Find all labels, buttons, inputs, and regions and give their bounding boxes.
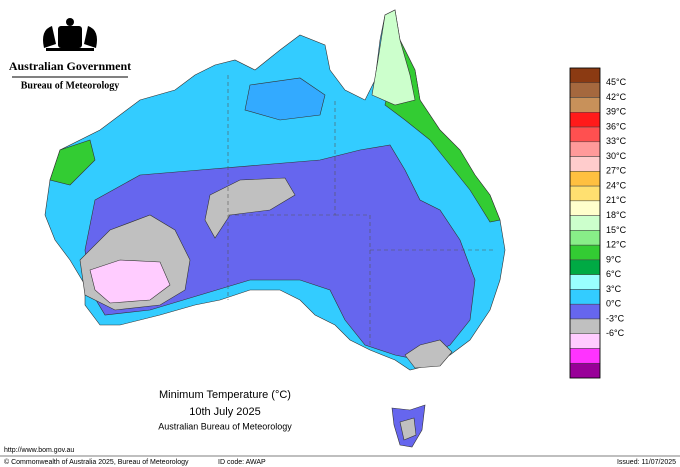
legend-label: 3°C: [606, 284, 622, 294]
legend-swatch: [569, 215, 601, 231]
legend-swatch: [569, 97, 601, 113]
legend-label: 30°C: [606, 151, 627, 161]
central-grey: [204, 177, 296, 239]
alps-grey: [404, 339, 453, 369]
legend-swatch: [569, 126, 601, 143]
cape-york: [371, 9, 416, 106]
legend-label: 45°C: [606, 77, 627, 87]
legend-swatch: [569, 230, 601, 246]
legend-swatch: [569, 333, 601, 349]
footer-url: http://www.bom.gov.au: [4, 447, 74, 454]
legend-label: -6°C: [606, 328, 625, 338]
legend-label: 6°C: [606, 269, 622, 279]
legend-swatch: [569, 274, 601, 290]
legend-swatch: [569, 156, 601, 172]
legend-label: 33°C: [606, 136, 627, 146]
coastal-green: [384, 39, 501, 223]
legend-label: 0°C: [606, 299, 622, 309]
state-borders-3: [335, 214, 371, 345]
legend-label: -3°C: [606, 313, 625, 323]
footer-issued: Issued: 11/07/2025: [617, 459, 676, 466]
legend-swatch: [569, 303, 601, 320]
legend-label: 18°C: [606, 210, 627, 220]
legend-swatch: [569, 112, 601, 128]
caption-source: Australian Bureau of Meteorology: [158, 421, 292, 431]
caption-date: 10th July 2025: [189, 406, 261, 418]
legend-swatch: [569, 185, 601, 202]
government-name: Australian Government: [9, 59, 131, 73]
legend-swatch: [569, 200, 601, 216]
legend-label: 39°C: [606, 107, 627, 117]
legend-label: 24°C: [606, 180, 627, 190]
legend-label: 36°C: [606, 121, 627, 131]
legend-swatch: [569, 141, 601, 157]
legend-label: 15°C: [606, 225, 627, 235]
legend: 45°C 42°C 39°C 36°C 33°C 30°C 27°C 24°C 21°C 18°C…: [569, 67, 627, 379]
footer-copyright: © Commonwealth of Australia 2025, Bureau…: [4, 458, 189, 466]
tasmania-grey: [399, 417, 417, 441]
west-green: [49, 139, 96, 186]
legend-swatch: [569, 259, 601, 275]
australia-map: [44, 9, 506, 448]
legend-swatch: [569, 348, 601, 364]
legend-label: 9°C: [606, 254, 622, 264]
legend-swatch: [569, 171, 601, 187]
legend-label: 27°C: [606, 166, 627, 176]
legend-swatch: [569, 289, 601, 305]
legend-label: 12°C: [606, 240, 627, 250]
north-blue: [244, 77, 326, 121]
caption-title: Minimum Temperature (°C): [159, 389, 291, 401]
legend-label: 21°C: [606, 195, 627, 205]
legend-label: 42°C: [606, 92, 627, 102]
footer-id-code: ID code: AWAP: [218, 459, 266, 466]
legend-swatch: [569, 362, 601, 379]
interior-cold: [84, 144, 476, 361]
sw-pink: [89, 259, 171, 304]
legend-swatch: [569, 82, 601, 98]
emblem: [43, 18, 97, 51]
legend-swatch: [569, 318, 601, 334]
legend-frame: [569, 67, 601, 379]
bureau-name: Bureau of Meteorology: [21, 80, 120, 91]
legend-swatch: [569, 244, 601, 261]
legend-swatch: [569, 67, 601, 84]
